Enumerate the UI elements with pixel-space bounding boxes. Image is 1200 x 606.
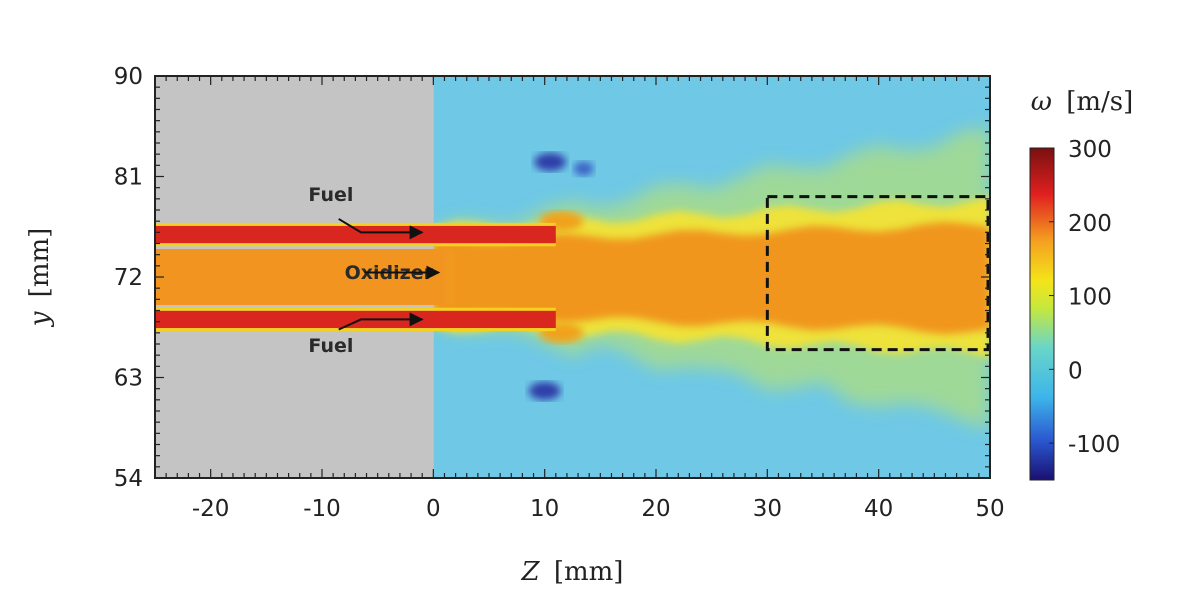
vortex-lower [528,381,561,400]
stream-edge-bottom [155,328,556,332]
plot-area [155,76,990,478]
annotation-arrow [338,218,424,240]
annotation-label: Fuel [308,335,353,357]
colorbar-gradient [1029,147,1055,481]
colorbar-tick-label: 0 [1068,358,1083,384]
stream-edge-bottom [155,243,556,247]
y-axis-unit: [mm] [25,228,55,298]
stream-fuel-lower [155,310,556,329]
colorbar-tick-label: 100 [1068,285,1112,311]
x-tick-label: -20 [192,496,230,522]
x-tick-label: 20 [641,496,670,522]
stream-fuel-upper [155,225,556,244]
y-tick-label: 63 [114,366,143,392]
y-tick-label: 72 [114,265,143,291]
colorbar: ω [m/s] 300 200 100 0 -100 [1029,87,1134,481]
x-axis-symbol: Z [521,557,541,587]
y-axis-symbol: y [25,311,55,327]
colorbar-symbol: ω [1031,87,1052,117]
stream-oxidizer-shade [155,249,456,305]
x-axis-label: Z [mm] [521,557,624,587]
x-tick-label: -10 [303,496,341,522]
stream-edge-top [155,307,556,311]
colorbar-tick-label: 200 [1068,211,1112,237]
colorbar-label: ω [m/s] [1031,87,1134,117]
x-tick-label: 30 [753,496,782,522]
annotation-arrow [338,312,424,331]
y-axis-label: y [mm] [25,228,55,328]
x-tick-label: 40 [864,496,893,522]
y-tick-label: 54 [114,466,143,492]
highlight-box [765,195,990,352]
x-tick-label: 50 [975,496,1004,522]
stream-edge-top [155,222,556,226]
annotation-label: Fuel [308,184,353,206]
axis-ticks: -20 -10 0 10 20 30 40 50 54 63 72 81 90 [114,64,1005,522]
x-tick-label: 0 [426,496,441,522]
y-tick-label: 81 [114,165,143,191]
x-tick-label: 10 [530,496,559,522]
colorbar-unit: [m/s] [1066,87,1133,117]
colorbar-ticks: 300 200 100 0 -100 [1049,137,1120,458]
vortex-upper [534,152,567,171]
colorbar-tick-label: 300 [1068,137,1112,163]
x-axis-unit: [mm] [554,557,624,587]
colorbar-tick-label: -100 [1068,432,1120,458]
jet-core [433,222,990,335]
vortex-upper-small [573,161,594,176]
y-tick-label: 90 [114,64,143,90]
